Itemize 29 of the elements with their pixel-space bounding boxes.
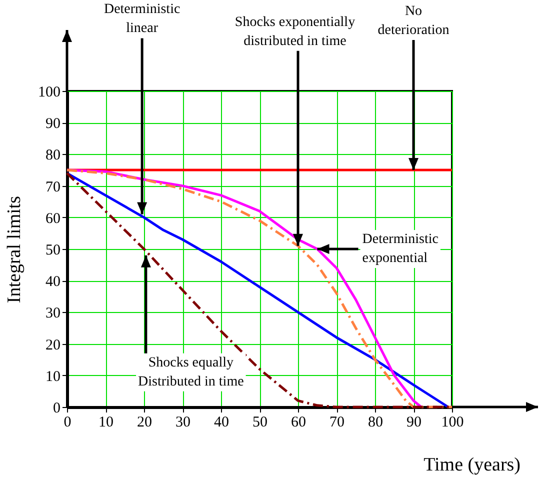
- annotation: Deterministic linear: [104, 2, 180, 36]
- x-tick-label: 80: [368, 414, 383, 430]
- y-tick-label: 100: [38, 84, 60, 100]
- x-tick-label: 40: [214, 414, 229, 430]
- y-tick-label: 10: [46, 368, 60, 385]
- y-tick-label: 0: [53, 400, 60, 416]
- y-tick-label: 20: [46, 337, 60, 354]
- x-tick-label: 90: [406, 414, 422, 430]
- y-axis-title: Integral limits: [4, 196, 25, 304]
- x-tick-label: 100: [441, 414, 464, 430]
- x-tick-label: 60: [291, 414, 306, 430]
- x-tick-label: 30: [176, 414, 190, 430]
- annotation: Deterministic exponential: [362, 232, 438, 266]
- annotation: No deterioration: [378, 4, 450, 38]
- annotation: Shocks exponentially distributed in time: [234, 14, 356, 49]
- y-tick-label: 70: [46, 179, 60, 196]
- x-tick-label: 20: [137, 414, 152, 430]
- y-tick-label: 90: [46, 116, 60, 132]
- x-tick-label: 0: [64, 414, 72, 430]
- annotation: Shocks equally Distributed in time: [138, 355, 244, 390]
- x-tick-label: 50: [252, 414, 268, 430]
- y-tick-label: 50: [46, 242, 60, 258]
- x-axis-title: Time (years): [424, 454, 520, 476]
- y-tick-label: 60: [46, 210, 60, 227]
- y-tick-label: 80: [46, 148, 60, 164]
- x-tick-label: 70: [330, 414, 344, 430]
- y-tick-label: 40: [46, 274, 60, 290]
- x-tick-label: 10: [98, 414, 114, 430]
- y-tick-label: 30: [46, 306, 60, 322]
